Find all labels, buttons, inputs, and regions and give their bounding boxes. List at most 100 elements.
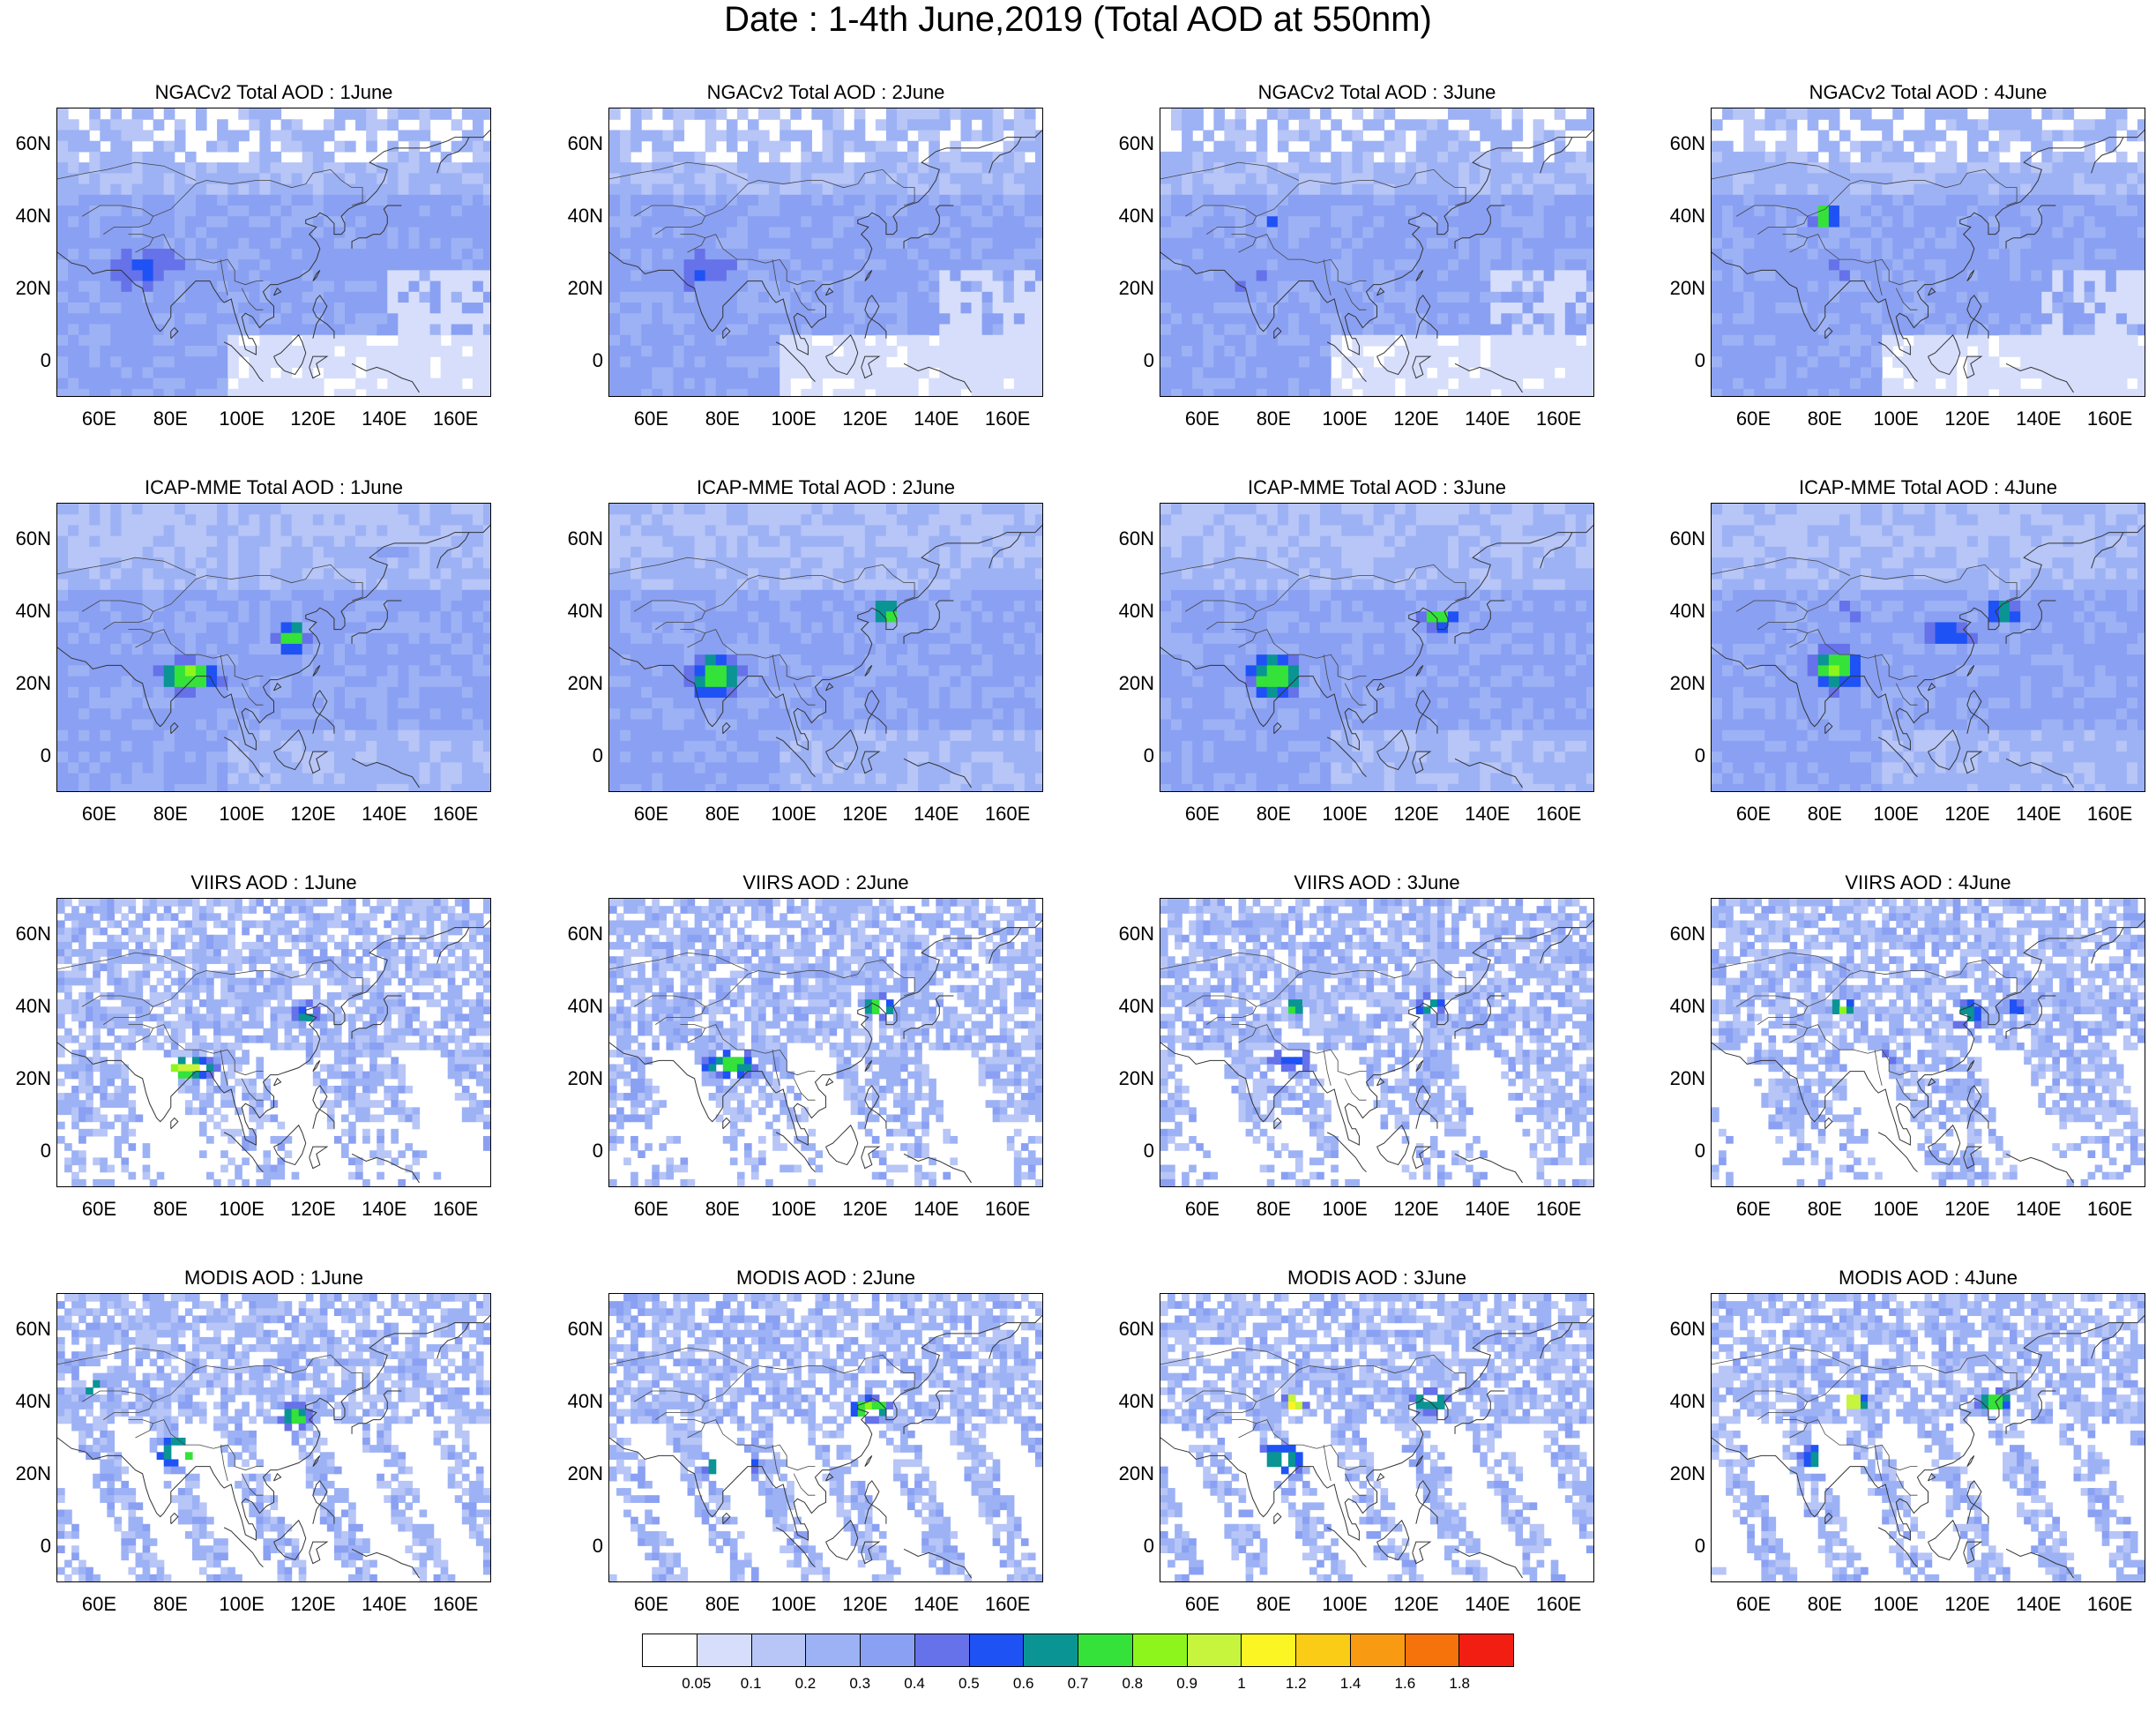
lat-tick [56,1007,57,1008]
lon-label: 80E [1807,1198,1842,1220]
map-frame [608,108,1043,397]
lon-tick [1009,1186,1010,1187]
coastline [2005,205,2056,249]
lat-label: 40N [15,995,51,1017]
country-border [135,237,154,253]
coastline [1376,333,1410,376]
lat-tick [56,289,57,290]
panel-title: ICAP-MME Total AOD : 4June [1798,476,2058,498]
colorbar-swatch [1132,1634,1188,1666]
map-frame [608,503,1043,792]
map-panel-modis-day3: MODIS AOD : 3June 60N 40N 20N 0 60E 80E 100E 120… [1114,1267,1594,1661]
coastline [722,1117,731,1130]
coastline [1540,532,1573,569]
lat-label: 60N [15,527,51,550]
colorbar-swatch [914,1634,970,1666]
lat-label: 60N [567,132,603,154]
coastline [609,920,1042,1146]
map-panel-ngac-day2: NGACv2 Total AOD : 2June 60N 40N 20N 0 60E 80E… [563,81,1043,475]
coastline [988,532,1022,569]
lat-label: 0 [592,349,603,371]
lat-label: 60N [1669,923,1705,945]
lon-label: 80E [1256,1593,1291,1615]
map-frame [56,503,491,792]
lon-tick [171,791,172,792]
lat-label: 20N [1118,672,1154,694]
map-panel-modis-day4: MODIS AOD : 4June 60N 40N 20N 0 60E 80E 100E 120… [1665,1267,2145,1661]
country-border [1757,959,2018,1025]
country-border [1344,1078,1367,1101]
coastline [1928,1472,1936,1482]
lon-label: 120E [1393,803,1439,825]
lon-label: 80E [1807,1593,1842,1615]
lon-tick [866,791,867,792]
lon-label: 60E [81,1198,117,1220]
panel-title: ICAP-MME Total AOD : 1June [144,476,404,498]
coastline [861,1146,881,1170]
colorbar-label: 0.05 [682,1675,712,1692]
country-border [1160,1347,1300,1366]
map-frame [1711,898,2145,1187]
country-border [687,1028,706,1043]
country-border [1206,564,1466,630]
lon-label: 140E [1465,1593,1511,1615]
lon-tick [1488,396,1489,397]
country-border [633,600,705,612]
coastline [1415,1480,1438,1524]
coastline [825,729,859,771]
coastline [903,600,954,644]
colorbar-label: 0.2 [795,1675,817,1692]
lon-tick [1968,791,1969,792]
coastline [864,1455,873,1467]
country-border [1735,600,1808,612]
lon-tick [937,791,938,792]
lon-label: 80E [705,407,740,430]
lat-tick [1711,1475,1712,1476]
lon-label: 160E [984,1593,1031,1615]
lat-label: 20N [567,277,603,299]
lon-label: 160E [432,1198,479,1220]
country-border [135,1423,154,1439]
map-panel-modis-day1: MODIS AOD : 1June 60N 40N 20N 0 60E 80E 100E 120… [11,1267,491,1661]
country-border [1757,1354,2018,1420]
lon-label: 80E [153,1198,188,1220]
coastline [1966,1480,1989,1524]
lat-tick [1711,1402,1712,1403]
coastline [1415,1455,1424,1467]
coastline [825,1124,859,1166]
coastline [864,1085,887,1129]
lat-tick [1711,289,1712,290]
lat-tick [56,1152,57,1153]
country-border [793,1473,816,1496]
lon-tick [1009,1581,1010,1582]
coastline [2005,600,2056,644]
lon-label: 160E [2086,803,2133,825]
lon-tick [1968,396,1969,397]
lat-label: 0 [1694,1140,1705,1162]
lat-tick [56,757,57,758]
coastline [1540,1322,1573,1359]
country-border [772,1445,780,1481]
coastline [351,363,420,393]
lat-label: 20N [1669,1067,1705,1089]
lat-label: 40N [15,205,51,227]
coastline [825,1472,834,1482]
colorbar-label: 0.4 [904,1675,925,1692]
lon-tick [1346,396,1347,397]
lon-tick [723,1581,724,1582]
country-border [633,1390,705,1402]
lon-label: 120E [842,407,888,430]
map-frame [56,898,491,1187]
country-border [680,1024,816,1076]
coastline [312,665,321,677]
lat-tick [56,217,57,218]
country-border [1206,1354,1466,1420]
coastline [903,995,954,1039]
lat-tick [56,362,57,363]
aod-field [1712,899,2145,1186]
lat-tick [1711,1007,1712,1008]
lat-label: 0 [592,1535,603,1557]
coastline [988,137,1022,174]
lat-label: 0 [1143,349,1154,371]
coastline [2091,532,2124,569]
